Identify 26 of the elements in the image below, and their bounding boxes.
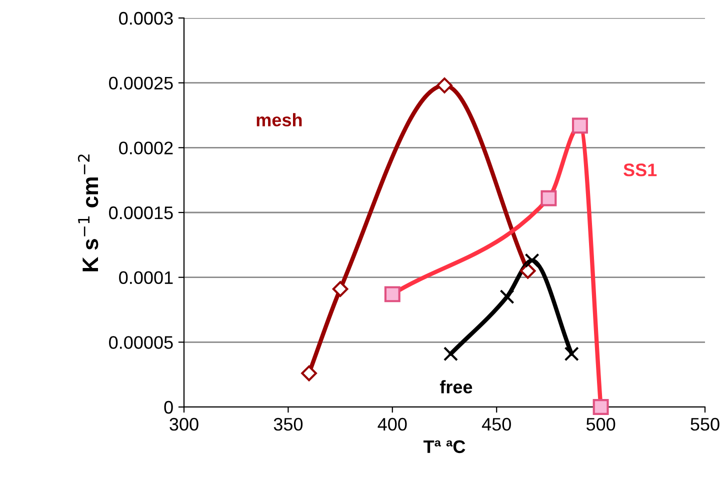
y-tick-label: 0.0003 [119, 12, 173, 25]
x-axis-title: Tª ªC [423, 440, 466, 454]
point [332, 281, 348, 297]
x-tick-label: 300 [170, 418, 198, 431]
x-tick-label: 550 [690, 418, 720, 431]
text: SS1 [624, 164, 657, 176]
point [564, 346, 579, 362]
x-tick-label: 350 [274, 418, 303, 431]
point [436, 78, 452, 94]
y-tick-label: 0 [164, 400, 173, 414]
y-tick-label: 0.00005 [109, 336, 173, 349]
point [443, 346, 458, 362]
x-tick-label: 500 [586, 418, 616, 431]
point [500, 289, 514, 304]
point [520, 262, 536, 279]
point [301, 365, 317, 382]
y-tick-label: 0.00015 [109, 206, 173, 220]
y-tick-label: 0.0002 [119, 142, 173, 154]
x-tick-label: 450 [482, 418, 511, 431]
y-tick-label: 0.00025 [109, 76, 173, 90]
series-label: free [440, 380, 472, 394]
point [524, 253, 540, 268]
y-axis-title: K s$^{−1}$ cm$^{−2}$ [78, 154, 98, 272]
y-tick-label: 0.0001 [119, 271, 173, 284]
text: mesh [256, 113, 302, 126]
x-tick-label: 400 [378, 418, 407, 431]
